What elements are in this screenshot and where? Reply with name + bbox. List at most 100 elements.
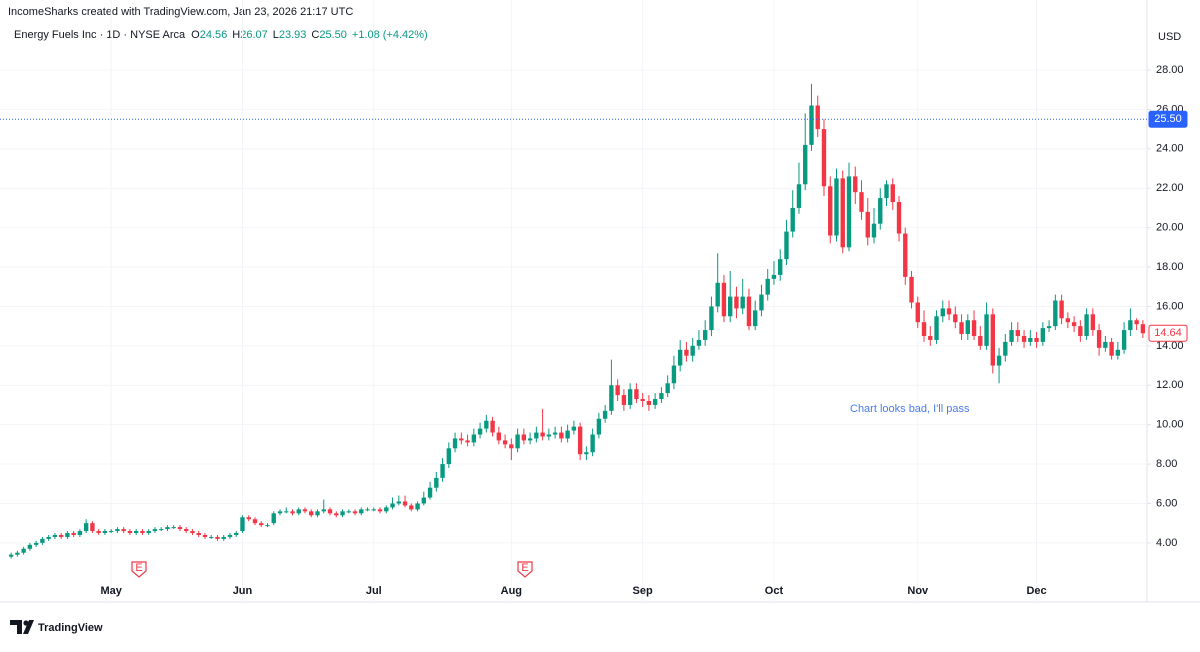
candle-body bbox=[846, 176, 852, 248]
candle-body bbox=[1021, 335, 1027, 342]
candle-body bbox=[671, 365, 677, 384]
candle-body bbox=[202, 534, 208, 537]
candle-body bbox=[352, 511, 358, 514]
candle-body bbox=[690, 345, 695, 356]
candle-body bbox=[177, 527, 183, 530]
candle-body bbox=[715, 282, 720, 307]
candle-body bbox=[971, 320, 977, 336]
candle-body bbox=[990, 314, 995, 366]
candle-body bbox=[452, 438, 458, 449]
candle-body bbox=[133, 531, 139, 534]
candle-body bbox=[1078, 326, 1083, 336]
candle-body bbox=[271, 513, 276, 524]
c-key: C bbox=[311, 29, 319, 41]
candle-body bbox=[921, 322, 927, 336]
candle-body bbox=[371, 509, 376, 511]
candle-body bbox=[634, 389, 639, 400]
candle-body bbox=[1084, 314, 1089, 336]
candle-body bbox=[477, 428, 483, 435]
candle-body bbox=[52, 534, 58, 537]
candle-body bbox=[15, 552, 20, 555]
y-tick-label: 4.00 bbox=[1156, 537, 1177, 549]
y-tick-label: 16.00 bbox=[1156, 300, 1184, 312]
candle-body bbox=[1115, 349, 1121, 356]
candle-body bbox=[627, 389, 633, 405]
logo: TradingView bbox=[10, 620, 103, 634]
candle-body bbox=[321, 509, 326, 512]
x-tick-label: Sep bbox=[633, 585, 653, 597]
candle-body bbox=[803, 144, 808, 185]
candle-body bbox=[340, 511, 345, 516]
candle-body bbox=[465, 440, 470, 443]
candle-body bbox=[909, 276, 914, 303]
candle-body bbox=[665, 383, 670, 394]
candle-body bbox=[115, 529, 120, 532]
x-tick-label: Aug bbox=[501, 585, 522, 597]
candle-body bbox=[184, 529, 189, 532]
candle-body bbox=[871, 223, 877, 238]
candle-body bbox=[209, 536, 214, 538]
x-tick-label: Jul bbox=[366, 585, 382, 597]
candle-body bbox=[1028, 337, 1033, 342]
price-label: 14.64 bbox=[1154, 327, 1182, 339]
candle-body bbox=[1065, 318, 1071, 323]
candle-body bbox=[27, 544, 33, 549]
y-tick-label: 8.00 bbox=[1156, 458, 1177, 470]
y-tick-label: 28.00 bbox=[1156, 64, 1184, 76]
candle-body bbox=[1003, 341, 1008, 356]
candle-body bbox=[1121, 330, 1127, 350]
candle-body bbox=[903, 233, 908, 277]
candle-body bbox=[234, 533, 239, 535]
candle-body bbox=[215, 536, 220, 539]
earnings-label: E bbox=[521, 562, 528, 574]
candle-body bbox=[565, 430, 570, 439]
candle-body bbox=[327, 509, 333, 514]
candle-body bbox=[252, 519, 258, 524]
candle-body bbox=[1059, 300, 1064, 319]
candle-body bbox=[677, 349, 683, 366]
candle-body bbox=[102, 531, 108, 534]
candle-body bbox=[390, 503, 395, 508]
candle-body bbox=[459, 438, 464, 441]
candle-body bbox=[884, 184, 889, 199]
candle-body bbox=[490, 420, 495, 433]
candle-body bbox=[559, 432, 564, 439]
candle-body bbox=[71, 533, 76, 535]
candle-body bbox=[759, 294, 764, 311]
candle-body bbox=[577, 426, 583, 455]
h-key: H bbox=[232, 29, 240, 41]
candle-body bbox=[534, 432, 539, 439]
candle-body bbox=[1096, 330, 1102, 348]
candle-body bbox=[602, 410, 608, 419]
candle-body bbox=[221, 536, 226, 539]
y-tick-label: 22.00 bbox=[1156, 182, 1184, 194]
candle-body bbox=[65, 533, 70, 537]
candle-body bbox=[1046, 326, 1052, 329]
candle-body bbox=[709, 306, 714, 331]
candle-body bbox=[108, 531, 114, 533]
candle-body bbox=[440, 464, 445, 478]
candle-body bbox=[302, 509, 308, 512]
candle-body bbox=[527, 438, 533, 441]
candle-body bbox=[878, 198, 883, 224]
candle-body bbox=[334, 513, 339, 516]
candle-body bbox=[296, 509, 301, 514]
candle-body bbox=[571, 426, 577, 431]
candle-body bbox=[40, 538, 45, 543]
candle-body bbox=[159, 529, 164, 531]
candle-body bbox=[196, 533, 201, 535]
candle-body bbox=[290, 511, 295, 514]
candle-body bbox=[240, 517, 245, 532]
candle-body bbox=[427, 487, 433, 498]
candle-body bbox=[728, 296, 733, 317]
candle-body bbox=[540, 432, 545, 437]
candle-body bbox=[1034, 337, 1039, 342]
candle-body bbox=[1009, 330, 1014, 342]
candle-body bbox=[96, 531, 101, 534]
candle-body bbox=[984, 314, 989, 346]
candle-body bbox=[996, 355, 1002, 366]
candle-body bbox=[434, 477, 439, 488]
y-tick-label: 12.00 bbox=[1156, 379, 1184, 391]
candle-body bbox=[265, 525, 270, 527]
